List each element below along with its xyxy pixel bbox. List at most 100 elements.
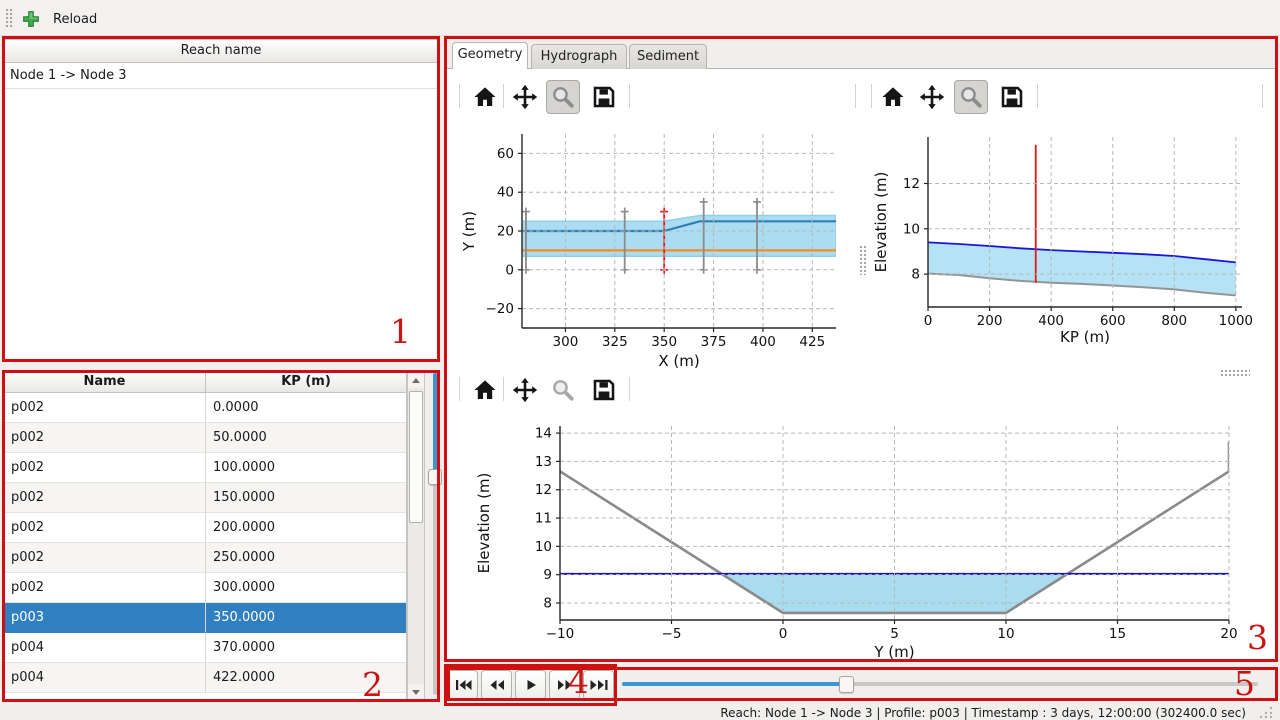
home-button[interactable] — [470, 375, 500, 405]
svg-text:8: 8 — [911, 267, 920, 283]
cell-kp[interactable]: 422.0000 — [206, 663, 406, 693]
vertical-slider[interactable] — [427, 371, 443, 701]
svg-text:425: 425 — [799, 334, 825, 350]
table-scrollbar[interactable] — [407, 371, 425, 701]
horizontal-splitter-handle[interactable] — [1220, 369, 1250, 376]
table-row[interactable]: p002 250.0000 — [4, 543, 406, 573]
svg-text:400: 400 — [750, 334, 776, 350]
cell-kp[interactable]: 200.0000 — [206, 513, 406, 543]
svg-text:10: 10 — [997, 626, 1014, 642]
cross-section-plot[interactable]: −10 −5 0 5 10 15 20 8 9 10 11 12 13 14 Y (m) Elevation … — [455, 420, 1255, 661]
scroll-up-button[interactable] — [408, 372, 424, 388]
svg-text:800: 800 — [1161, 313, 1187, 329]
cell-name[interactable]: p002 — [4, 543, 206, 573]
reload-label: Reload — [53, 11, 98, 27]
reach-list-header[interactable]: Reach name — [4, 40, 438, 63]
skip-to-end-icon — [590, 680, 607, 690]
vertical-slider-track[interactable] — [433, 373, 437, 695]
scroll-down-button[interactable] — [408, 684, 424, 700]
cell-kp[interactable]: 370.0000 — [206, 633, 406, 663]
zoom-button[interactable] — [546, 80, 580, 114]
cell-kp[interactable]: 100.0000 — [206, 453, 406, 483]
profile-table-header: Name KP (m) — [4, 372, 406, 393]
cell-kp[interactable]: 350.0000 — [206, 603, 406, 633]
time-slider-track[interactable] — [622, 682, 1258, 686]
cell-name[interactable]: p003 — [4, 603, 206, 633]
cell-name[interactable]: p004 — [4, 663, 206, 693]
cell-name[interactable]: p002 — [4, 423, 206, 453]
table-scrollbar-thumb[interactable] — [409, 391, 423, 523]
svg-text:325: 325 — [602, 334, 628, 350]
long-profile-plot[interactable]: 0 200 400 600 800 1000 8 10 12 KP (m) Elevation (m… — [870, 125, 1278, 373]
skip-to-start-button[interactable] — [447, 670, 478, 700]
pan-icon — [512, 84, 538, 110]
time-slider-fill — [622, 682, 849, 686]
save-button[interactable] — [997, 82, 1027, 112]
cell-name[interactable]: p002 — [4, 513, 206, 543]
column-header-kp[interactable]: KP (m) — [281, 374, 331, 389]
table-row[interactable]: p002 200.0000 — [4, 513, 406, 543]
pan-button[interactable] — [917, 82, 947, 112]
cell-kp[interactable]: 0.0000 — [206, 393, 406, 423]
cell-kp[interactable]: 300.0000 — [206, 573, 406, 603]
pan-button[interactable] — [510, 82, 540, 112]
column-header-name[interactable]: Name — [4, 372, 206, 392]
svg-text:10: 10 — [903, 221, 920, 237]
save-button[interactable] — [589, 375, 619, 405]
time-slider-handle[interactable] — [839, 676, 855, 693]
arrow-up-icon — [412, 377, 420, 383]
cell-name[interactable]: p002 — [4, 573, 206, 603]
zoom-button[interactable] — [954, 80, 988, 114]
toolbar-drag-handle[interactable] — [5, 8, 14, 29]
save-button[interactable] — [589, 82, 619, 112]
table-row[interactable]: p004 370.0000 — [4, 633, 406, 663]
reload-button[interactable]: Reload — [22, 8, 222, 30]
vertical-splitter-handle[interactable] — [859, 245, 866, 275]
table-row[interactable]: p002 150.0000 — [4, 483, 406, 513]
cell-kp[interactable]: 50.0000 — [206, 423, 406, 453]
pan-button[interactable] — [510, 375, 540, 405]
home-button[interactable] — [878, 82, 908, 112]
play-button[interactable] — [515, 670, 546, 700]
cell-name[interactable]: p002 — [4, 483, 206, 513]
reach-list-item[interactable]: Node 1 -> Node 3 — [4, 63, 438, 89]
resize-grip-icon[interactable] — [1258, 705, 1274, 718]
cell-name[interactable]: p002 — [4, 393, 206, 423]
svg-text:350: 350 — [651, 334, 677, 350]
cell-name[interactable]: p002 — [4, 453, 206, 483]
cell-kp[interactable]: 150.0000 — [206, 483, 406, 513]
plan-view-plot[interactable]: 300 325 350 375 400 425 −20 0 20 40 60 X (m) Y (m) — [452, 125, 864, 370]
table-row[interactable]: p002 100.0000 — [4, 453, 406, 483]
table-row[interactable]: p004 422.0000 — [4, 663, 406, 693]
pan-icon — [919, 84, 945, 110]
svg-text:375: 375 — [701, 334, 727, 350]
svg-text:X (m): X (m) — [658, 352, 699, 370]
vertical-slider-handle[interactable] — [428, 469, 442, 486]
tab-hydrograph[interactable]: Hydrograph — [531, 44, 627, 69]
cell-kp[interactable]: 250.0000 — [206, 543, 406, 573]
svg-text:11: 11 — [535, 511, 552, 527]
fast-forward-button[interactable] — [549, 670, 580, 700]
table-row[interactable]: p002 300.0000 — [4, 573, 406, 603]
status-bar: Reach: Node 1 -> Node 3 | Profile: p003 … — [0, 706, 1280, 720]
home-icon — [474, 87, 496, 106]
time-slider[interactable] — [620, 668, 1260, 702]
svg-text:8: 8 — [543, 596, 552, 612]
table-row[interactable]: p002 0.0000 — [4, 393, 406, 423]
home-button[interactable] — [470, 82, 500, 112]
tab-sediment[interactable]: Sediment — [629, 44, 707, 69]
pan-icon — [512, 377, 538, 403]
table-row[interactable]: p002 50.0000 — [4, 423, 406, 453]
tab-geometry[interactable]: Geometry — [452, 42, 528, 69]
skip-to-end-button[interactable] — [583, 670, 614, 700]
main-toolbar: Reload — [0, 0, 1280, 36]
save-icon — [593, 379, 615, 401]
table-row[interactable]: p003 350.0000 — [4, 603, 406, 633]
svg-text:14: 14 — [535, 426, 552, 442]
cell-name[interactable]: p004 — [4, 633, 206, 663]
rewind-button[interactable] — [481, 670, 512, 700]
zoom-button[interactable] — [548, 375, 578, 405]
reach-list-panel: Reach name Node 1 -> Node 3 — [3, 39, 439, 360]
rewind-icon — [490, 680, 504, 690]
svg-text:60: 60 — [497, 146, 514, 162]
